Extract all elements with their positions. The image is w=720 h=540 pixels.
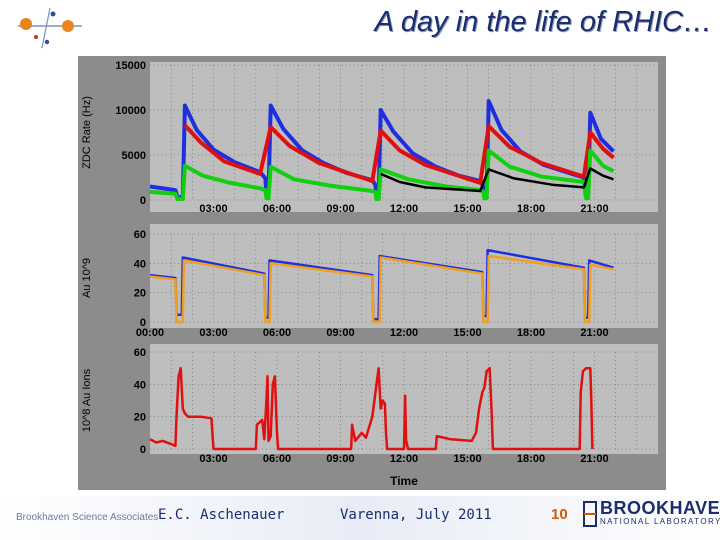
series-line-red	[149, 366, 594, 451]
x-tick-label: 09:00	[326, 203, 354, 215]
y-axis-title: 10^8 Au Ions	[81, 368, 93, 432]
x-tick-label: 15:00	[453, 327, 481, 339]
x-tick-label: 18:00	[517, 327, 545, 339]
x-tick-label: 12:00	[390, 327, 418, 339]
x-tick-label: 18:00	[517, 453, 545, 465]
x-axis-title: Time	[390, 474, 418, 488]
y-tick-label: 0	[140, 195, 146, 207]
x-tick-label: 21:00	[580, 453, 608, 465]
series-line-green	[149, 148, 615, 202]
series-line-red	[183, 123, 615, 185]
x-tick-label: 21:00	[580, 327, 608, 339]
y-tick-label: 15000	[115, 60, 146, 72]
logo-line	[41, 7, 51, 49]
footer-bg	[0, 496, 720, 540]
y-axis-title: ZDC Rate (Hz)	[81, 96, 93, 169]
logo-dot	[50, 11, 56, 17]
x-tick-label: 12:00	[390, 203, 418, 215]
y-tick-label: 40	[134, 258, 146, 270]
logo-orb	[62, 20, 74, 32]
x-tick-label: 15:00	[453, 453, 481, 465]
x-tick-label: 15:00	[453, 203, 481, 215]
bnl-mark-icon	[583, 501, 597, 527]
page-number: 10	[551, 506, 568, 523]
x-tick-label: 09:00	[326, 327, 354, 339]
x-tick-label: 03:00	[199, 327, 227, 339]
x-tick-label: 12:00	[390, 453, 418, 465]
logo-dot	[34, 35, 38, 39]
x-tick-label: 06:00	[263, 203, 291, 215]
slide-title: A day in the life of RHIC…	[374, 6, 712, 38]
y-axis-title: Au 10^9	[81, 258, 93, 298]
x-tick-label: 03:00	[199, 453, 227, 465]
x-tick-label: 18:00	[517, 203, 545, 215]
y-tick-label: 0	[140, 317, 146, 329]
footer-author: E.C. Aschenauer	[158, 507, 285, 523]
x-tick-label: 06:00	[263, 453, 291, 465]
bnl-mark-shape	[583, 501, 597, 527]
y-tick-label: 40	[134, 379, 146, 391]
y-tick-label: 60	[134, 347, 146, 359]
y-tick-label: 60	[134, 229, 146, 241]
footer-organization: Brookhaven Science Associates	[16, 512, 159, 523]
logo-orb	[20, 18, 32, 30]
y-tick-label: 0	[140, 444, 146, 456]
bnl-logo-graphic	[18, 7, 82, 49]
y-tick-label: 20	[134, 412, 146, 424]
x-tick-label: 06:00	[263, 327, 291, 339]
x-tick-label: 21:00	[580, 203, 608, 215]
y-tick-label: 20	[134, 288, 146, 300]
lab-subtitle: NATIONAL LABORATORY	[600, 517, 720, 526]
panel-au-bg	[150, 224, 658, 328]
y-tick-label: 10000	[115, 105, 146, 117]
y-tick-label: 5000	[122, 150, 146, 162]
footer-venue: Varenna, July 2011	[340, 507, 492, 523]
series-line-orange	[149, 254, 614, 324]
series-line-black	[380, 167, 614, 193]
footer-bar	[0, 496, 720, 540]
x-tick-label: 09:00	[326, 453, 354, 465]
x-tick-label: 03:00	[199, 203, 227, 215]
logo-dot	[44, 39, 50, 45]
rhic-day-chart: 0 5000 10000 15000 03:00 06:00 09:00 12:00 15:00…	[78, 56, 666, 490]
x-tick-label: 00:00	[136, 327, 164, 339]
